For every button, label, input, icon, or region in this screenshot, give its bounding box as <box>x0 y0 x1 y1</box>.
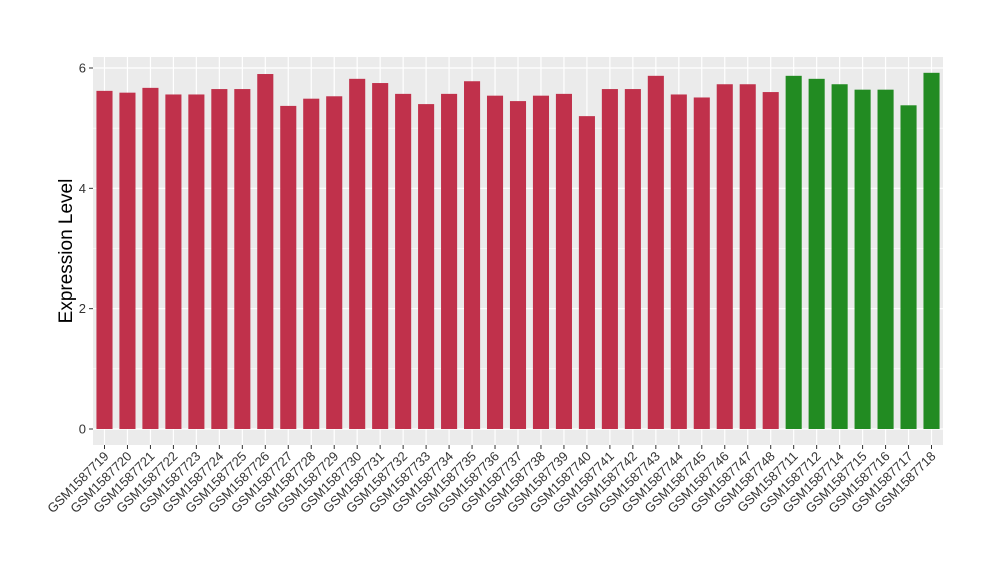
bar <box>257 74 274 430</box>
bar <box>509 101 527 429</box>
bar <box>96 90 113 429</box>
bar <box>670 94 687 430</box>
bar <box>647 75 664 430</box>
bar <box>211 89 228 429</box>
bar <box>418 104 435 429</box>
bar <box>601 89 618 429</box>
bar <box>923 72 940 430</box>
bar <box>303 98 320 429</box>
bar <box>119 92 136 429</box>
bar <box>739 84 756 430</box>
bar <box>142 87 159 429</box>
bars <box>96 72 940 430</box>
bar <box>532 95 550 429</box>
bar <box>785 75 802 430</box>
bar <box>372 83 389 430</box>
bar <box>326 96 343 430</box>
y-tick-label: 0 <box>79 422 86 437</box>
bar <box>486 95 504 429</box>
y-tick-label: 2 <box>79 301 86 316</box>
bar <box>395 93 412 429</box>
bar <box>716 84 733 430</box>
y-axis: 0 2 4 6 <box>79 61 93 437</box>
bar <box>693 97 710 430</box>
y-tick-label: 4 <box>79 181 86 196</box>
bar <box>464 81 481 429</box>
bar <box>808 78 825 429</box>
y-tick-label: 6 <box>79 61 86 76</box>
bar <box>877 89 894 429</box>
bar <box>234 89 251 429</box>
bar <box>854 89 871 429</box>
bar <box>188 94 205 430</box>
y-axis-title: Expression Level <box>56 179 77 324</box>
bar <box>831 84 848 430</box>
bar <box>280 105 297 429</box>
bar <box>762 92 779 430</box>
x-axis: GSM1587719GSM1587720GSM1587721GSM1587722… <box>44 445 939 516</box>
bar <box>165 94 182 430</box>
bar <box>900 105 917 429</box>
bar <box>555 93 572 429</box>
bar <box>624 89 641 429</box>
bar <box>578 116 595 429</box>
bar <box>441 93 458 429</box>
bar <box>349 78 366 429</box>
